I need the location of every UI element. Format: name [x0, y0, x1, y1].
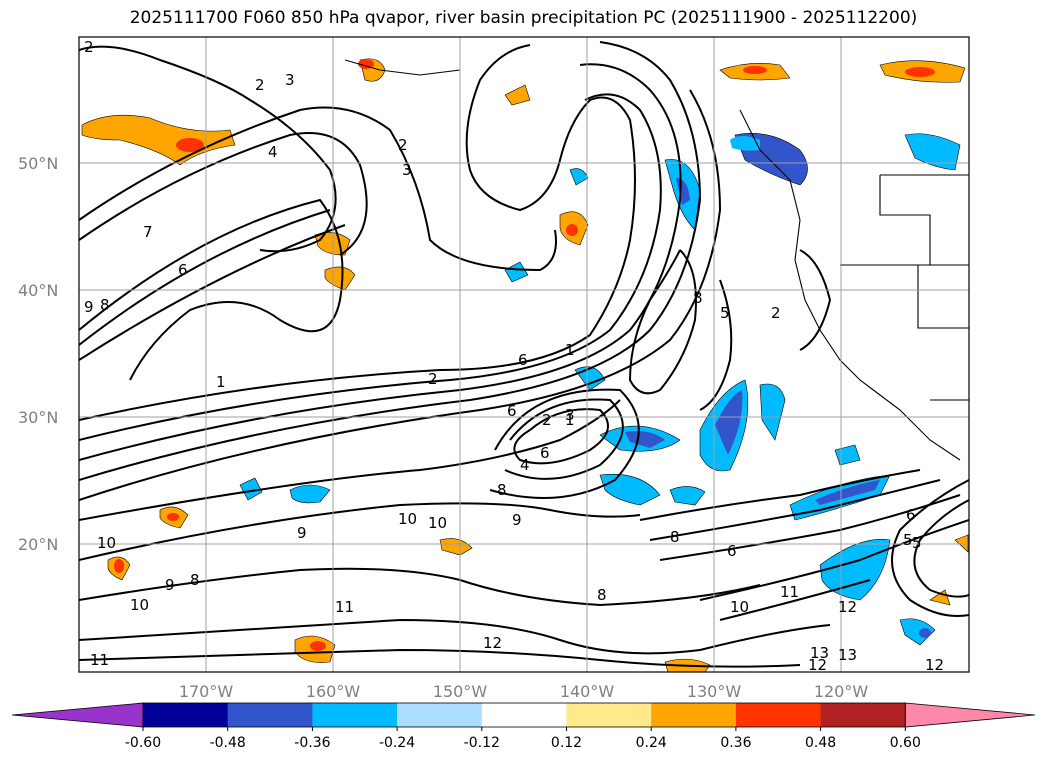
colorbar-segment [312, 703, 398, 727]
contour-label: 9 [84, 298, 94, 316]
colorbar-extension-high [904, 702, 1036, 728]
contour-label: 11 [90, 651, 109, 669]
lon-label: 120°W [814, 682, 869, 701]
contour-label: 12 [838, 598, 857, 616]
contour-label: 7 [143, 223, 153, 241]
contour-label: 2 [84, 38, 94, 56]
colorbar-extension-low [11, 702, 144, 728]
contour-label: 6 [178, 261, 188, 279]
lon-label: 170°W [179, 682, 234, 701]
contour-label: 6 [540, 444, 550, 462]
contour-label: 6 [906, 506, 916, 524]
colorbar-tick-label: 0.60 [890, 735, 921, 751]
lat-label: 50°N [18, 154, 58, 173]
colorbar-tick-label: 0.12 [551, 735, 582, 751]
colorbar-tick-label: -0.60 [125, 735, 161, 751]
contour-label: 3 [565, 406, 575, 424]
colorbar-segment [143, 703, 229, 727]
colorbar-segment [820, 703, 906, 727]
contour-label: 6 [507, 402, 517, 420]
colorbar-segment [651, 703, 737, 727]
lon-label: 130°W [687, 682, 742, 701]
contour-label: 2 [542, 411, 552, 429]
colorbar-tick-label: 0.48 [805, 735, 836, 751]
lat-label: 20°N [18, 535, 58, 554]
contour-label: 2 [771, 304, 781, 322]
contour-label: 1 [216, 373, 226, 391]
contour-label: 3 [402, 161, 412, 179]
contour-label: 12 [808, 656, 827, 674]
colorbar-segment [397, 703, 483, 727]
contour-label: 2 [428, 370, 438, 388]
contour-labels: 2 3 2 4 3 2 7 6 9 8 1 2 6 8 6 5 2 1 1 2 … [84, 38, 944, 674]
colorbar-tick-label: 0.24 [636, 735, 667, 751]
contour-label: 10 [428, 514, 447, 532]
colorbar-tick-label: -0.36 [294, 735, 330, 751]
colorbar-frame [142, 702, 906, 728]
contour-label: 1 [565, 341, 575, 359]
contour-label: 4 [268, 143, 278, 161]
contour-label: 8 [100, 296, 110, 314]
contour-label: 6 [727, 542, 737, 560]
contour-label: 10 [97, 534, 116, 552]
contour-label: 10 [730, 598, 749, 616]
lon-label: 150°W [433, 682, 488, 701]
lon-label: 140°W [560, 682, 615, 701]
map-title: 2025111700 F060 850 hPa qvapor, river ba… [129, 8, 918, 28]
contour-label: 9 [297, 524, 307, 542]
lat-label: 40°N [18, 281, 58, 300]
lat-label: 30°N [18, 408, 58, 427]
contour-label: 10 [130, 596, 149, 614]
contour-label: 12 [483, 634, 502, 652]
longitude-labels: 170°W 160°W 150°W 140°W 130°W 120°W [179, 682, 869, 701]
colorbar-tick-label: -0.24 [379, 735, 415, 751]
colorbar-tick-label: -0.12 [464, 735, 500, 751]
contour-label: 8 [190, 571, 200, 589]
latitude-labels: 50°N 40°N 30°N 20°N [18, 154, 58, 554]
lon-label: 160°W [306, 682, 361, 701]
colorbar-segment [566, 703, 652, 727]
contour-label: 9 [512, 511, 522, 529]
contour-label: 5 [720, 304, 730, 322]
contour-label: 11 [335, 598, 354, 616]
contour-label: 12 [925, 656, 944, 674]
contour-label: 4 [520, 456, 530, 474]
colorbar-segment [481, 703, 567, 727]
contour-label: 6 [518, 351, 528, 369]
plot-frame [78, 36, 970, 673]
contour-label: 2 [255, 76, 265, 94]
contour-label: 8 [693, 289, 703, 307]
colorbar-segment [735, 703, 822, 727]
qvapor-contours [79, 41, 969, 668]
graticule [79, 37, 969, 672]
contour-label: 8 [597, 586, 607, 604]
contour-label: 8 [670, 528, 680, 546]
contour-label: 11 [780, 583, 799, 601]
contour-label: 13 [810, 644, 829, 662]
colorbar: -0.60 -0.48 -0.36 -0.24 -0.12 0.12 0.24 0.36 0.4… [11, 702, 1036, 751]
contour-label: 10 [398, 510, 417, 528]
contour-label: 3 [285, 71, 295, 89]
contour-label: 1 [565, 411, 575, 429]
colorbar-segment [227, 703, 313, 727]
contour-label: 5 [903, 531, 913, 549]
colorbar-tick-label: -0.48 [210, 735, 246, 751]
contour-label: 13 [838, 646, 857, 664]
contour-label: 2 [398, 136, 408, 154]
contour-label: 9 [165, 576, 175, 594]
contour-label: 8 [497, 481, 507, 499]
contour-label: 5 [912, 534, 922, 552]
colorbar-tick-label: 0.36 [720, 735, 751, 751]
